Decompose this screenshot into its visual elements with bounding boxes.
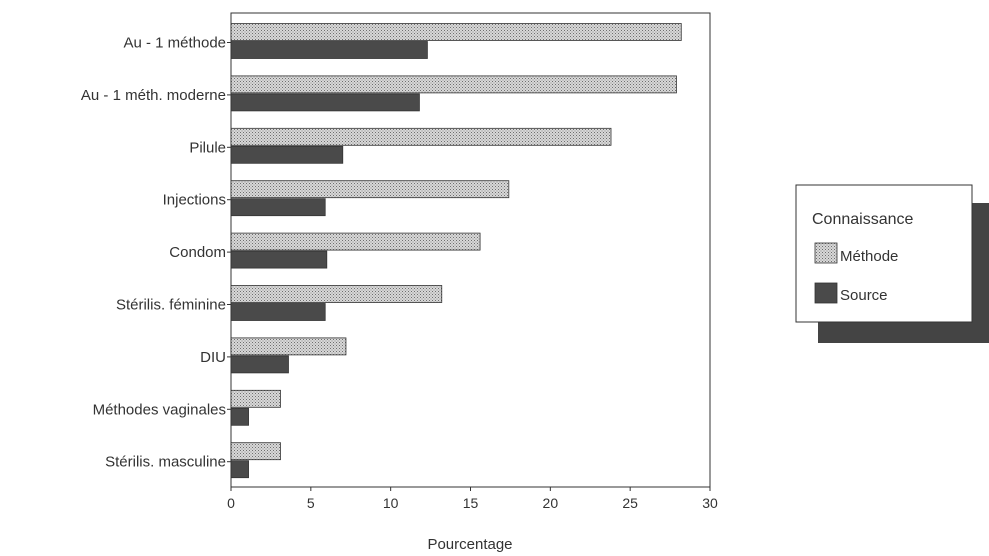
bar-m-thode-6 — [230, 337, 347, 356]
bar-source-8 — [230, 460, 249, 479]
category-label: Au - 1 méthode — [123, 35, 226, 52]
bar-source-7 — [230, 407, 249, 426]
category-labels: Au - 1 méthode Au - 1 méth. moderne Pilule… — [81, 35, 231, 471]
x-tick-label: 10 — [383, 495, 399, 511]
category-label: DIU — [200, 349, 226, 366]
category-label: Pilule — [189, 139, 226, 156]
legend-title: Connaissance — [812, 211, 914, 228]
bar-m-thode-2 — [230, 127, 612, 146]
bar-m-thode-8 — [230, 442, 281, 461]
bar-m-thode-1 — [230, 75, 677, 94]
x-axis-label: Pourcentage — [427, 536, 512, 553]
bar-source-3 — [230, 198, 326, 217]
category-label: Condom — [169, 244, 226, 261]
legend: Connaissance Méthode Source — [795, 184, 989, 343]
bars-layer — [230, 23, 682, 479]
x-tick-label: 15 — [463, 495, 479, 511]
category-label: Au - 1 méth. moderne — [81, 87, 226, 104]
bar-source-1 — [230, 93, 420, 112]
x-tick-label: 20 — [543, 495, 559, 511]
bar-source-2 — [230, 145, 344, 164]
legend-swatch-source — [814, 282, 838, 304]
bar-m-thode-0 — [230, 23, 682, 41]
bar-m-thode-5 — [230, 285, 443, 303]
legend-swatch-methode — [814, 242, 838, 264]
x-tick-label: 25 — [622, 495, 638, 511]
x-tick-label: 5 — [307, 495, 315, 511]
bar-source-4 — [230, 250, 328, 269]
bar-m-thode-7 — [230, 389, 281, 408]
legend-label-methode: Méthode — [840, 248, 898, 265]
category-label: Stérilis. féminine — [116, 297, 226, 314]
x-tick-label: 0 — [227, 495, 235, 511]
category-label: Méthodes vaginales — [93, 401, 226, 418]
legend-label-source: Source — [840, 287, 888, 304]
bar-m-thode-4 — [230, 232, 481, 251]
x-axis-ticks: 0 5 10 15 20 25 30 — [227, 487, 718, 511]
bar-source-5 — [230, 303, 326, 321]
x-tick-label: 30 — [702, 495, 718, 511]
bar-source-0 — [230, 41, 428, 59]
category-label: Injections — [163, 192, 226, 209]
bar-m-thode-3 — [230, 180, 510, 199]
bar-source-6 — [230, 355, 289, 374]
category-label: Stérilis. masculine — [105, 454, 226, 471]
